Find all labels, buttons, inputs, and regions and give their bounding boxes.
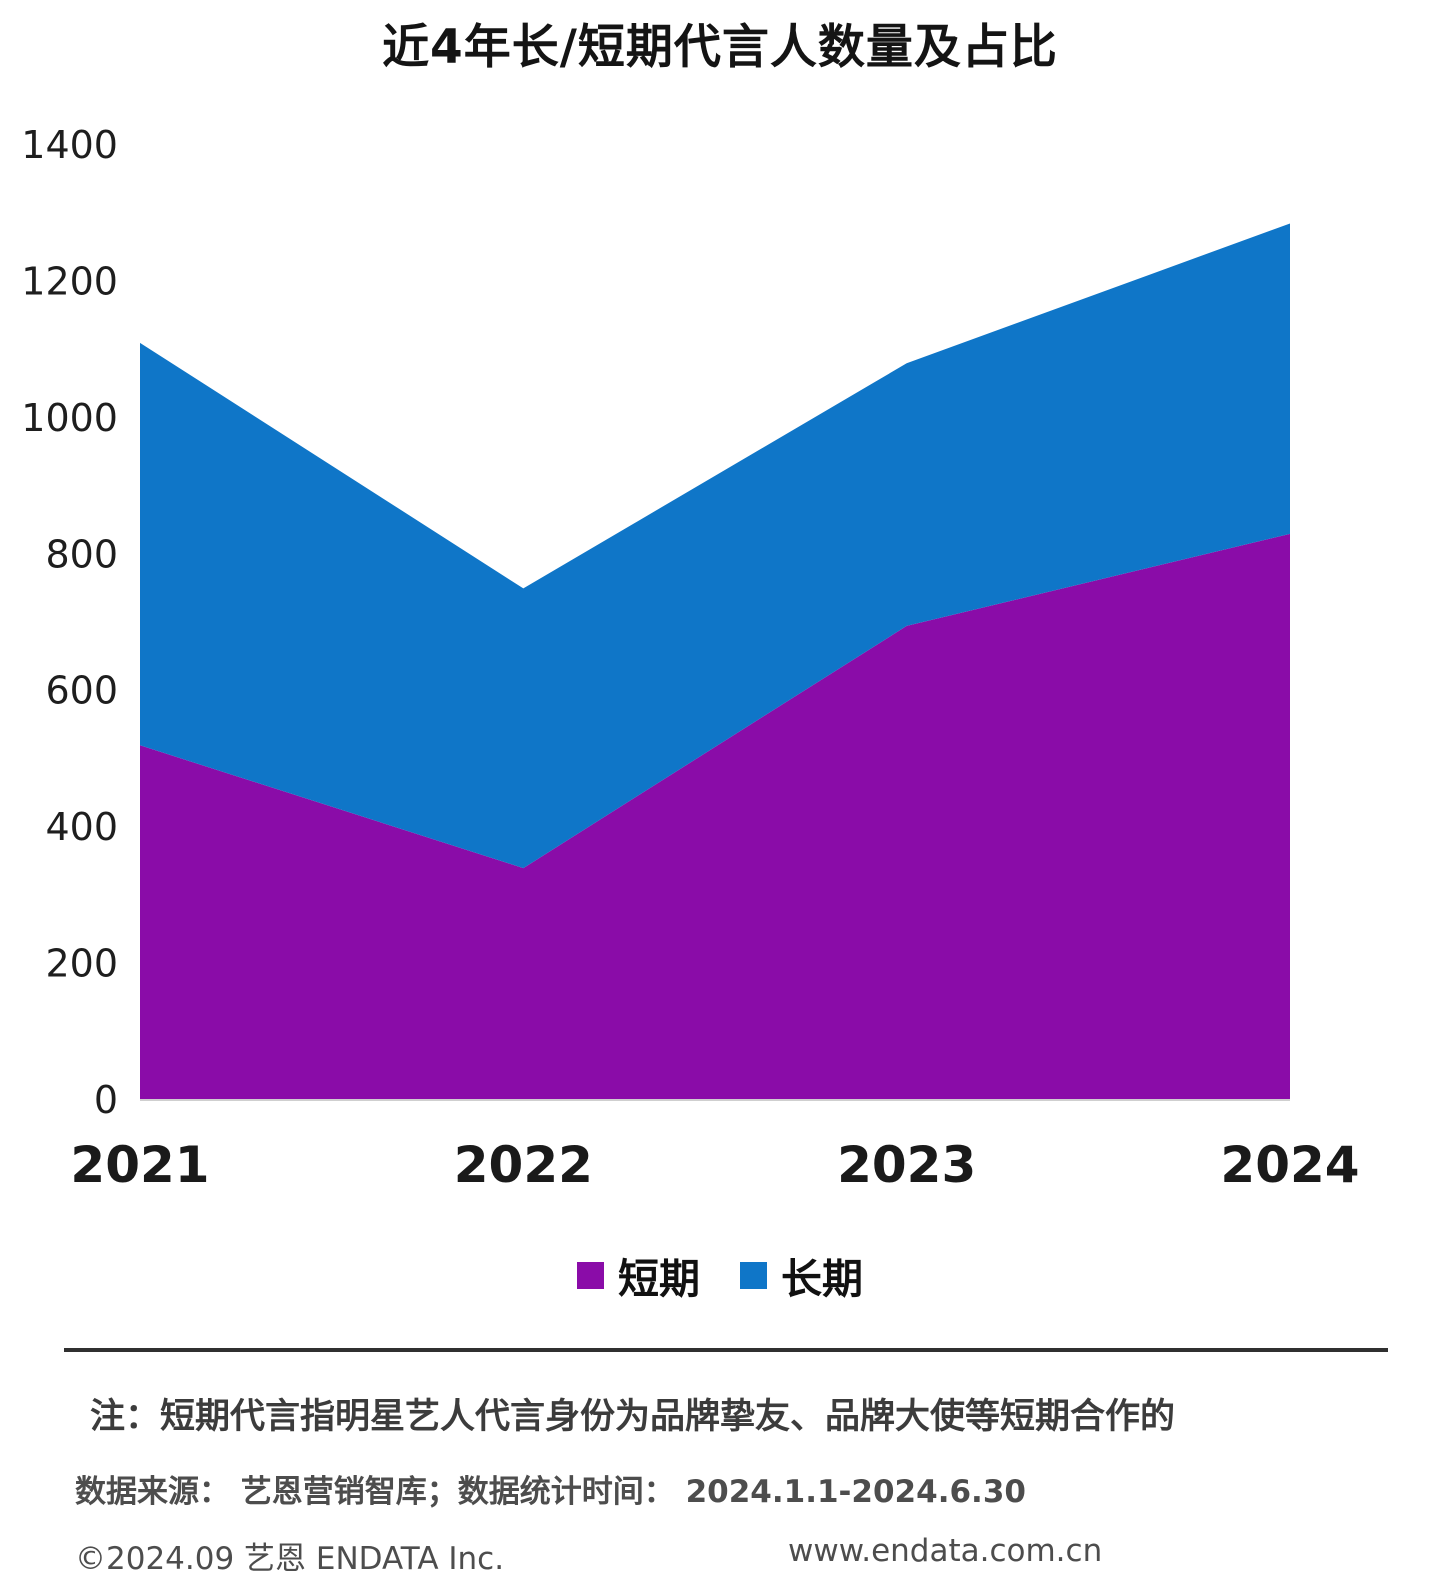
y-tick-label: 1200 (21, 259, 118, 303)
legend-swatch-icon (740, 1261, 767, 1289)
y-tick-label: 0 (94, 1078, 118, 1122)
chart-legend: 短期 长期 (0, 1245, 1440, 1305)
y-tick-label: 400 (45, 805, 118, 849)
y-tick-label: 800 (45, 532, 118, 576)
divider-line (64, 1348, 1388, 1352)
y-tick-label: 600 (45, 669, 118, 713)
y-tick-label: 1000 (21, 396, 118, 440)
legend-label: 短期 (618, 1255, 700, 1303)
legend-swatch-icon (577, 1261, 604, 1289)
area-series-0 (140, 533, 1290, 1100)
x-tick-label: 2021 (70, 1136, 209, 1194)
copyright: ©2024.09 艺恩 ENDATA Inc. (75, 1541, 505, 1577)
legend-item-0: 短期 (577, 1245, 700, 1305)
legend-label: 长期 (781, 1255, 863, 1303)
footnote: 注：短期代言指明星艺人代言身份为品牌挚友、品牌大使等短期合作的 (90, 1397, 1176, 1437)
legend-item-1: 长期 (740, 1245, 863, 1305)
area-series-1 (140, 223, 1290, 869)
x-tick-label: 2022 (454, 1136, 593, 1194)
y-tick-label: 1400 (21, 123, 118, 167)
chart-title: 近4年长/短期代言人数量及占比 (382, 20, 1058, 75)
stacked-area-chart: 0 200 400 600 800 1000 1200 1400 2021 2022 2023 202… (21, 123, 1359, 1194)
data-source: 数据来源： 艺恩营销智库；数据统计时间： 2024.1.1-2024.6.30 (75, 1474, 1026, 1510)
x-tick-label: 2023 (837, 1136, 976, 1194)
website-url: www.endata.com.cn (788, 1533, 1103, 1569)
x-tick-label: 2024 (1220, 1136, 1359, 1194)
y-tick-label: 200 (45, 942, 118, 986)
